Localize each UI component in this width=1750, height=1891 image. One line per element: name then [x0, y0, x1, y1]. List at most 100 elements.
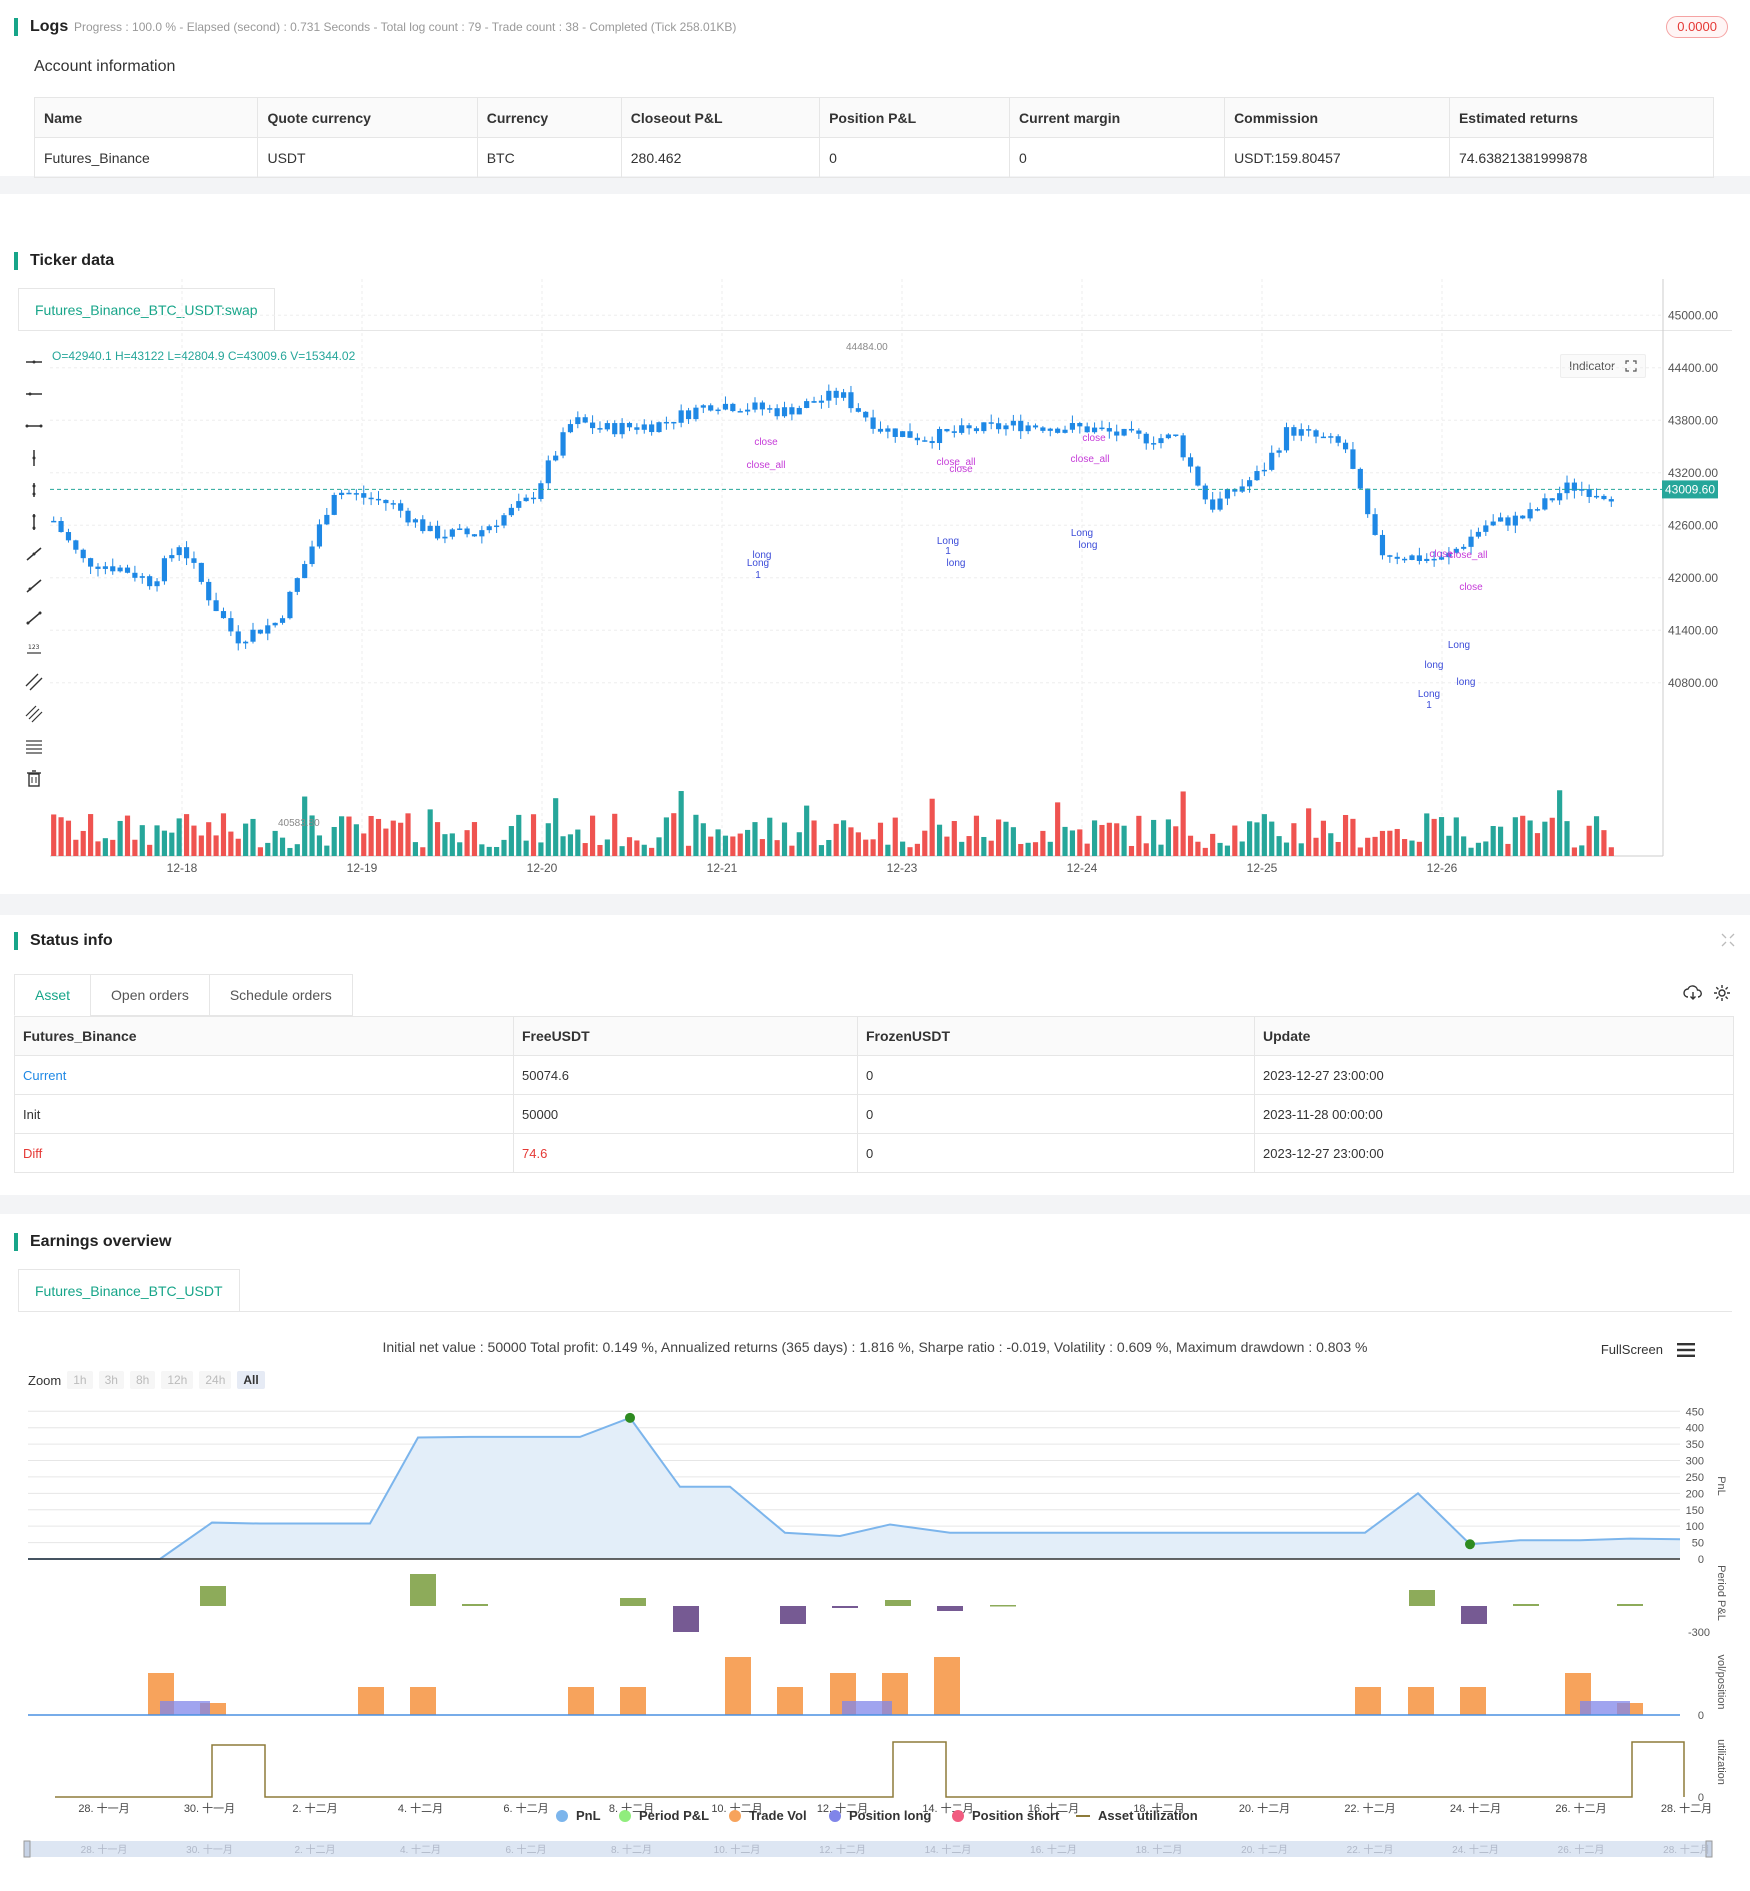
- gear-icon[interactable]: [1712, 983, 1732, 1003]
- indicator-button[interactable]: Indicator: [1560, 354, 1647, 378]
- collapse-icon[interactable]: [1718, 930, 1738, 950]
- vertical-ray-icon[interactable]: [24, 512, 44, 532]
- table-row: Init 50000 0 2023-11-28 00:00:00: [14, 1094, 1734, 1134]
- candle-body: [656, 422, 662, 433]
- candle-body: [944, 428, 950, 432]
- volume-bar: [383, 828, 389, 856]
- volume-bar: [1379, 830, 1386, 856]
- fullscreen-button[interactable]: FullScreen: [1601, 1342, 1695, 1357]
- candle-body: [914, 437, 920, 441]
- candle-body: [501, 515, 507, 526]
- candle-body: [1136, 430, 1142, 434]
- zoom-8h-button[interactable]: 8h: [129, 1371, 156, 1389]
- volume-bar: [316, 835, 323, 856]
- volume-bar: [1342, 814, 1349, 856]
- legend-item[interactable]: PnL: [556, 1808, 601, 1823]
- volume-bar: [589, 815, 596, 856]
- account-cell: Futures_Binance: [33, 137, 259, 178]
- price-channel-icon[interactable]: 123: [24, 640, 44, 660]
- candle-body: [1261, 469, 1267, 472]
- asset-cell: 50000: [513, 1094, 858, 1134]
- legend-item[interactable]: Position short: [952, 1808, 1059, 1823]
- candle-body: [220, 611, 227, 619]
- candle-body: [1210, 499, 1216, 510]
- tab-open-orders[interactable]: Open orders: [90, 974, 210, 1016]
- volume-bar: [398, 822, 404, 856]
- candle-body: [375, 498, 382, 501]
- zoom-24h-button[interactable]: 24h: [199, 1371, 232, 1389]
- candle-body: [1128, 428, 1135, 431]
- legend-item[interactable]: Trade Vol: [729, 1808, 807, 1823]
- candlestick-chart[interactable]: 45000.00 44400.00 43800.00 43200.00 42600.00…: [0, 194, 1750, 894]
- cloud-download-icon[interactable]: [1683, 983, 1703, 1003]
- candle-body: [634, 427, 640, 430]
- volume-bar: [1313, 837, 1319, 856]
- candle-body: [1328, 436, 1334, 438]
- trend-line-icon[interactable]: [24, 544, 44, 564]
- legend-item[interactable]: Asset utilization: [1076, 1808, 1198, 1823]
- vertical-segment-icon[interactable]: [24, 480, 44, 500]
- segment-line-icon[interactable]: [24, 608, 44, 628]
- candle-body: [619, 422, 625, 435]
- volume-bar: [1527, 820, 1533, 856]
- candle-body: [1143, 433, 1149, 444]
- parallel-lines-icon[interactable]: [24, 672, 44, 692]
- tab-asset[interactable]: Asset: [14, 974, 92, 1016]
- candle-body: [988, 422, 994, 424]
- volume-bar: [951, 821, 957, 856]
- candle-body: [708, 405, 714, 411]
- tab-schedule-orders[interactable]: Schedule orders: [208, 974, 353, 1016]
- zoom-all-button[interactable]: All: [237, 1371, 265, 1389]
- table-row: Futures_Binance USDT BTC 280.462 0 0 USD…: [33, 137, 1715, 178]
- tab-earnings-symbol[interactable]: Futures_Binance_BTC_USDT: [18, 1269, 240, 1311]
- candle-body: [715, 409, 721, 412]
- fib-lines-icon[interactable]: [24, 704, 44, 724]
- ray-line-icon[interactable]: [24, 576, 44, 596]
- account-col-header: Commission: [1224, 97, 1450, 138]
- menu-icon[interactable]: [1677, 1342, 1695, 1357]
- volume-bar: [390, 820, 396, 856]
- volume-bar: [287, 847, 293, 856]
- volume-bar: [1365, 837, 1371, 856]
- zoom-label: Zoom: [28, 1372, 62, 1388]
- volume-bar: [1099, 824, 1105, 856]
- volume-bar: [693, 814, 699, 856]
- candle-body: [1409, 555, 1415, 560]
- price-label: 42000.00: [1668, 571, 1718, 585]
- vertical-line-icon[interactable]: [24, 448, 44, 468]
- candle-body: [1416, 555, 1422, 561]
- row-label-init: Init: [14, 1094, 514, 1134]
- fib-retracement-icon[interactable]: [24, 736, 44, 756]
- horizontal-ray-icon[interactable]: [24, 384, 44, 404]
- volume-bar: [944, 836, 950, 856]
- zoom-1h-button[interactable]: 1h: [67, 1371, 93, 1389]
- extended-line-icon[interactable]: [24, 416, 44, 436]
- horizontal-line-icon[interactable]: [24, 352, 44, 372]
- zoom-3h-button[interactable]: 3h: [98, 1371, 124, 1389]
- candle-body: [626, 422, 633, 428]
- volume-bar: [102, 838, 108, 856]
- volume-bar: [339, 816, 345, 856]
- volume-bar: [582, 843, 588, 856]
- logs-title: Logs: [14, 18, 68, 36]
- legend-item[interactable]: Period P&L: [619, 1808, 709, 1823]
- legend-item[interactable]: Position long: [829, 1808, 931, 1823]
- volume-bar: [553, 798, 559, 856]
- zoom-12h-button[interactable]: 12h: [161, 1371, 194, 1389]
- account-col-header: Position P&L: [819, 97, 1011, 138]
- trade-signal-label: close_all: [1449, 550, 1488, 561]
- ohlc-readout: O=42940.1 H=43122 L=42804.9 C=43009.6 V=…: [52, 349, 356, 363]
- candle-body: [1173, 434, 1179, 436]
- candle-body: [959, 425, 965, 433]
- candle-body: [1025, 425, 1031, 432]
- volume-bar: [1431, 818, 1437, 856]
- candle-body: [966, 425, 972, 429]
- tab-ticker-symbol[interactable]: Futures_Binance_BTC_USDT:swap: [18, 288, 275, 330]
- trash-icon[interactable]: [24, 768, 44, 788]
- volume-bar: [612, 813, 618, 856]
- candle-body: [479, 530, 485, 537]
- volume-bar: [1571, 847, 1577, 856]
- trade-signal-label: 1: [755, 570, 761, 581]
- candle-body: [191, 558, 197, 563]
- volume-bar: [213, 835, 219, 856]
